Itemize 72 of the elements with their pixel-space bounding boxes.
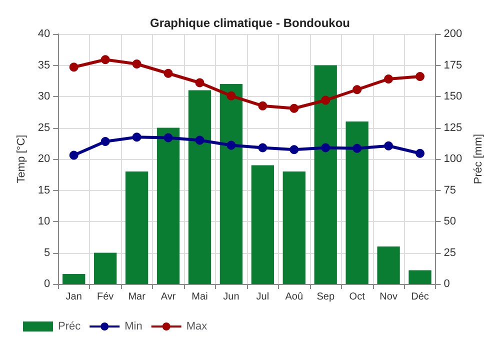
y-tick-label: 20 bbox=[38, 153, 50, 165]
x-tick-label: Fév bbox=[97, 292, 114, 302]
legend-label: Max bbox=[186, 320, 208, 332]
point bbox=[69, 62, 78, 72]
y-tick-label: 35 bbox=[38, 59, 50, 72]
point bbox=[416, 148, 425, 158]
y-tick-label: 40 bbox=[38, 28, 50, 40]
bar bbox=[125, 172, 148, 284]
legend-label: Préc bbox=[58, 320, 82, 332]
y2-tick-label: 175 bbox=[444, 59, 462, 72]
point bbox=[384, 74, 394, 84]
y-axis-title: Temp [°C] bbox=[16, 134, 28, 184]
point bbox=[195, 78, 204, 88]
x-tick-label: Oct bbox=[349, 292, 366, 302]
point bbox=[132, 60, 142, 68]
y-tick-label: 15 bbox=[38, 184, 50, 196]
x-tick-label: Nov bbox=[380, 292, 398, 302]
bar bbox=[314, 65, 337, 284]
y2-axis-title: Préc [mm] bbox=[472, 134, 484, 184]
point bbox=[258, 143, 268, 152]
point bbox=[226, 91, 236, 100]
point bbox=[100, 55, 110, 64]
y2-tick-label: 100 bbox=[444, 153, 462, 165]
point bbox=[416, 72, 425, 81]
point bbox=[69, 150, 78, 160]
bar bbox=[156, 128, 180, 284]
bar bbox=[94, 252, 117, 284]
y2-tick-label: 125 bbox=[444, 122, 462, 134]
point bbox=[352, 85, 362, 94]
y-tick-label: 0 bbox=[44, 278, 50, 290]
point bbox=[384, 141, 394, 150]
x-tick-label: Avr bbox=[160, 292, 176, 302]
y-tick-label: 30 bbox=[38, 90, 50, 102]
point bbox=[164, 133, 173, 142]
x-tick-label: Déc bbox=[411, 292, 429, 302]
point bbox=[226, 140, 236, 150]
y2-tick-label: 0 bbox=[444, 278, 450, 290]
y2-tick-label: 25 bbox=[444, 246, 456, 259]
point bbox=[195, 136, 204, 145]
y-tick-label: 10 bbox=[38, 216, 50, 228]
point bbox=[290, 104, 299, 113]
x-tick-label: Mar bbox=[128, 292, 146, 302]
point bbox=[321, 96, 330, 105]
bar bbox=[251, 165, 274, 284]
x-tick-label: Jan bbox=[66, 292, 82, 302]
x-tick-label: Jun bbox=[223, 292, 240, 302]
y2-tick-label: 75 bbox=[444, 184, 456, 196]
point bbox=[290, 145, 299, 154]
chart-title: Graphique climatique - Bondoukou bbox=[150, 16, 350, 30]
point bbox=[100, 137, 110, 146]
y2-tick-label: 50 bbox=[444, 216, 456, 228]
x-tick-label: Aoû bbox=[285, 292, 304, 302]
y-tick-label: 25 bbox=[38, 122, 50, 134]
x-tick-label: Jul bbox=[256, 292, 270, 302]
point bbox=[132, 132, 142, 142]
x-tick-label: Sep bbox=[316, 292, 335, 302]
point bbox=[321, 143, 330, 152]
bar bbox=[282, 172, 306, 284]
point bbox=[164, 68, 173, 78]
point bbox=[352, 144, 362, 153]
bar bbox=[408, 270, 432, 284]
y2-tick-label: 150 bbox=[444, 90, 462, 102]
point bbox=[258, 101, 268, 110]
bar bbox=[188, 90, 212, 284]
bar bbox=[346, 122, 368, 284]
x-tick-label: Mai bbox=[192, 292, 208, 302]
bar bbox=[220, 84, 243, 284]
y2-tick-label: 200 bbox=[444, 28, 462, 40]
bar bbox=[62, 274, 86, 284]
bar bbox=[377, 246, 400, 284]
legend-label: Min bbox=[124, 320, 142, 332]
y-tick-label: 5 bbox=[44, 246, 50, 259]
